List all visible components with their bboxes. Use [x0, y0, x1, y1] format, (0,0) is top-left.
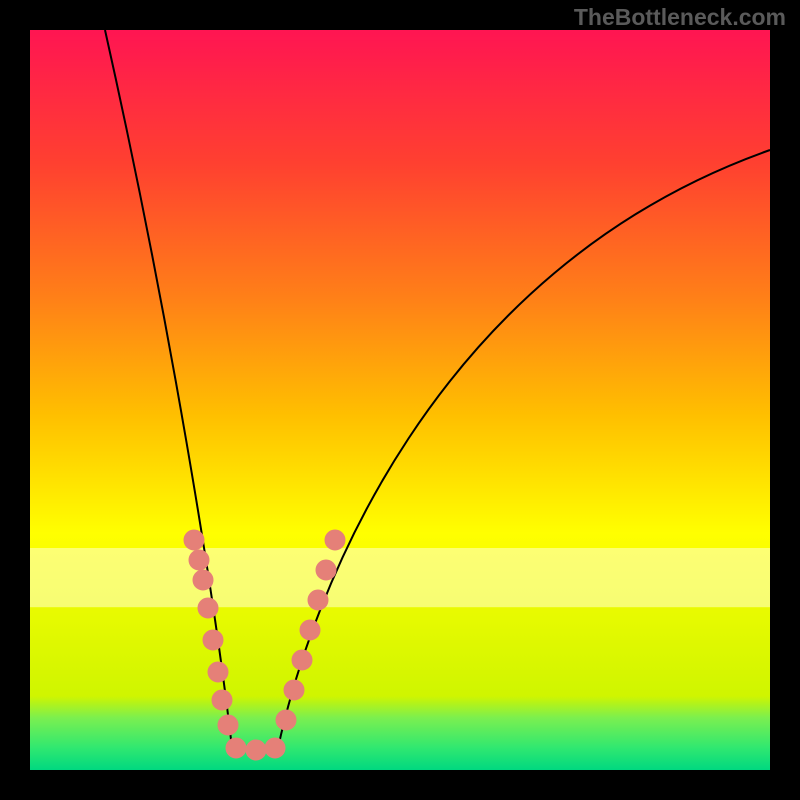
- curve-marker: [208, 662, 228, 682]
- curve-marker: [284, 680, 304, 700]
- highlight-band: [30, 548, 770, 607]
- curve-marker: [226, 738, 246, 758]
- chart-svg: [0, 0, 800, 800]
- curve-marker: [184, 530, 204, 550]
- curve-marker: [265, 738, 285, 758]
- curve-marker: [189, 550, 209, 570]
- curve-marker: [246, 740, 266, 760]
- curve-marker: [218, 715, 238, 735]
- curve-marker: [276, 710, 296, 730]
- watermark-text: TheBottleneck.com: [574, 4, 786, 31]
- curve-marker: [198, 598, 218, 618]
- curve-marker: [193, 570, 213, 590]
- curve-marker: [300, 620, 320, 640]
- curve-marker: [212, 690, 232, 710]
- curve-marker: [325, 530, 345, 550]
- curve-marker: [308, 590, 328, 610]
- bottleneck-chart: TheBottleneck.com: [0, 0, 800, 800]
- curve-marker: [292, 650, 312, 670]
- curve-marker: [316, 560, 336, 580]
- curve-marker: [203, 630, 223, 650]
- heat-gradient: [30, 30, 770, 770]
